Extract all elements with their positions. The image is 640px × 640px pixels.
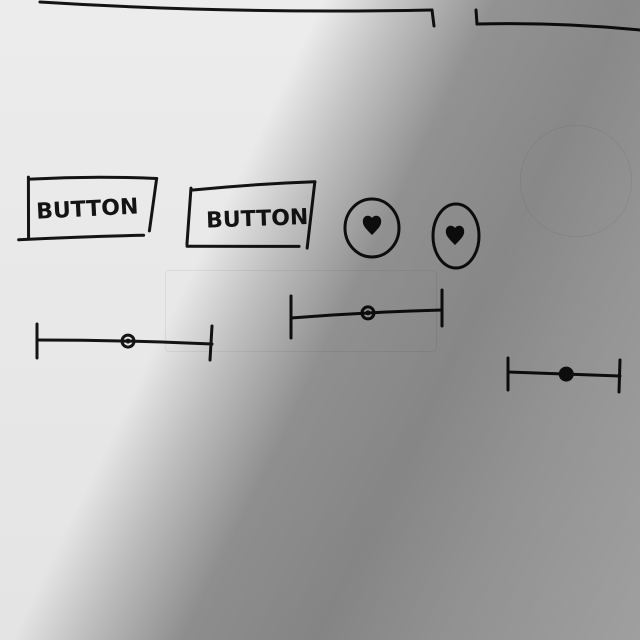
slider-2[interactable] [289, 288, 444, 340]
heart-icon-button-1[interactable] [343, 197, 401, 259]
slider-thumb[interactable] [360, 305, 376, 321]
button-label: BUTTON [206, 205, 309, 234]
ghost-mark [520, 125, 632, 237]
slider-3[interactable] [506, 356, 622, 394]
slider-thumb-dot [365, 310, 371, 316]
slider-track [35, 338, 214, 346]
button-label: BUTTON [36, 194, 139, 224]
heart-icon [362, 215, 382, 236]
slider-thumb-ring [558, 366, 574, 382]
top-frame-right [474, 8, 640, 32]
slider-thumb[interactable] [558, 366, 574, 382]
sketch-button-1[interactable]: BUTTON [15, 170, 159, 242]
slider-1[interactable] [35, 322, 214, 362]
top-frame-left [38, 0, 436, 28]
heart-icon [445, 225, 465, 246]
slider-thumb-ring [360, 305, 376, 321]
slider-thumb[interactable] [120, 333, 136, 349]
heart-icon-button-2[interactable] [431, 202, 481, 270]
sketch-button-2[interactable]: BUTTON [185, 180, 317, 252]
slider-thumb-ring [120, 333, 136, 349]
slider-thumb-dot [125, 338, 131, 344]
